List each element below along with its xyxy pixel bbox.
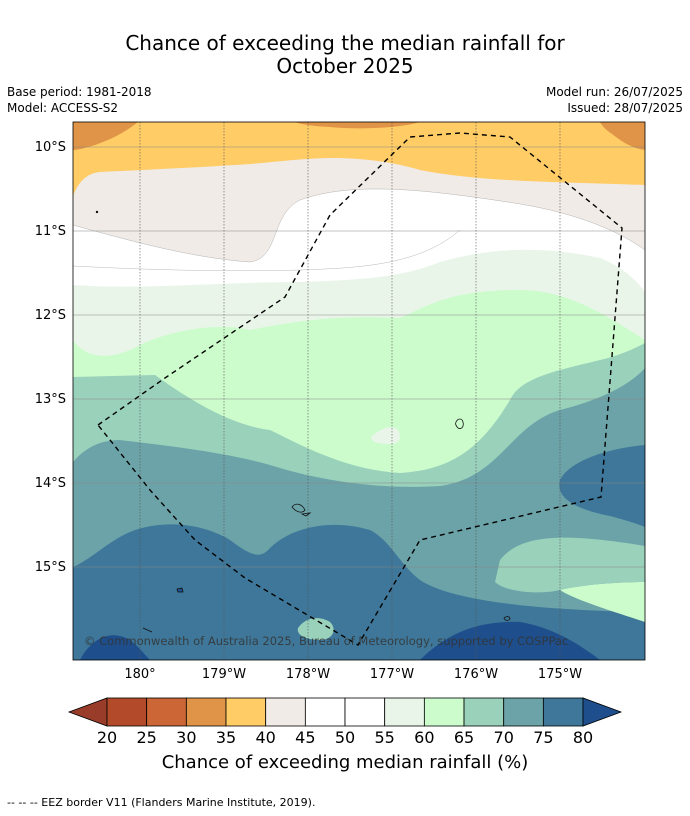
island-shape <box>300 512 312 517</box>
lat-label: 13°S <box>35 392 66 407</box>
colorbar-cell <box>344 697 386 727</box>
base-period-label: Base period: 1981-2018 <box>7 85 152 99</box>
lon-label: 177°W <box>370 667 414 682</box>
colorbar-cell <box>106 697 148 727</box>
colorbar-tick-label: 45 <box>295 728 315 747</box>
colorbar-cell <box>265 697 306 727</box>
lat-label: 11°S <box>35 224 66 239</box>
colorbar-tick-label: 80 <box>573 728 593 747</box>
island-shape <box>455 418 464 429</box>
colorbar-tick-label: 35 <box>216 728 236 747</box>
colorbar-tick-label: 65 <box>454 728 474 747</box>
colorbar-cell <box>185 697 227 727</box>
probability-contours <box>73 122 645 660</box>
latitude-labels: 10°S 11°S 12°S 13°S 14°S 15°S <box>35 140 66 575</box>
issued-label: Issued: 28/07/2025 <box>567 101 683 115</box>
lon-label: 178°W <box>286 667 330 682</box>
eez-legend-text: -- -- -- EEZ border V11 (Flanders Marine… <box>7 796 316 809</box>
colorbar-cell <box>423 697 465 727</box>
colorbar-high-extend <box>582 697 623 727</box>
lat-label: 15°S <box>35 560 66 575</box>
colorbar-cell <box>225 697 267 727</box>
forecast-map: 10°S 11°S 12°S 13°S 14°S 15°S 180° 179°W… <box>35 121 646 747</box>
colorbar-cell <box>304 697 346 727</box>
colorbar-cell <box>146 697 187 727</box>
eez-border <box>96 132 623 646</box>
colorbar-cell <box>503 697 544 727</box>
lon-label: 180° <box>124 667 155 682</box>
graticule <box>73 122 645 660</box>
band-30-35-nw <box>73 122 138 150</box>
band-over-80-southwest <box>80 635 150 660</box>
model-label: Model: ACCESS-S2 <box>7 101 119 115</box>
colorbar-tick-label: 25 <box>136 728 156 747</box>
map-title-line-2: October 2025 <box>276 54 414 78</box>
colorbar-tick-label: 20 <box>97 728 117 747</box>
island-shape <box>142 627 153 633</box>
band-over-80-south <box>420 621 600 660</box>
band-60-65-southeast <box>560 582 645 622</box>
band-75-80-east <box>559 445 645 527</box>
island-shape <box>291 503 306 513</box>
lat-label: 14°S <box>35 476 66 491</box>
band-60-65-islet <box>371 427 400 444</box>
copyright-text: © Commonwealth of Australia 2025, Bureau… <box>84 634 568 648</box>
colorbar-tick-label: 60 <box>414 728 434 747</box>
band-30-35-ne <box>600 122 645 150</box>
band-35-40 <box>73 122 645 196</box>
lon-label: 175°W <box>538 667 582 682</box>
colorbar-tick-label: 30 <box>176 728 196 747</box>
colorbar-tick-label: 55 <box>375 728 395 747</box>
colorbar-cell <box>384 697 425 727</box>
island-shape <box>176 587 184 593</box>
lon-label: 176°W <box>454 667 498 682</box>
map-title-line-1: Chance of exceeding the median rainfall … <box>125 31 565 55</box>
colorbar-cell <box>542 697 584 727</box>
colorbar-tick-label: 70 <box>494 728 514 747</box>
colorbar-tick-labels: 20 25 30 35 40 45 50 55 60 65 70 75 80 <box>97 728 593 747</box>
band-30-35-n <box>295 122 420 129</box>
colorbar-tick-label: 40 <box>256 728 276 747</box>
map-frame <box>72 121 646 661</box>
lon-label: 179°W <box>202 667 246 682</box>
band-65-70-south <box>297 618 334 640</box>
colorbar-tick-label: 75 <box>533 728 553 747</box>
longitude-labels: 180° 179°W 178°W 177°W 176°W 175°W <box>124 667 582 682</box>
island-shape <box>95 210 99 214</box>
colorbar-cell <box>463 697 505 727</box>
colorbar-tick-label: 50 <box>335 728 355 747</box>
lat-label: 12°S <box>35 308 66 323</box>
colorbar-cells <box>106 697 584 727</box>
colorbar-low-extend <box>67 697 108 727</box>
model-run-label: Model run: 26/07/2025 <box>545 85 683 99</box>
band-65-70-southeast <box>495 537 645 593</box>
island-shape <box>503 616 511 621</box>
colorbar: 20 25 30 35 40 45 50 55 60 65 70 75 80 <box>67 697 623 747</box>
islands <box>95 210 511 633</box>
colorbar-label: Chance of exceeding median rainfall (%) <box>161 752 529 773</box>
lat-label: 10°S <box>35 140 66 155</box>
